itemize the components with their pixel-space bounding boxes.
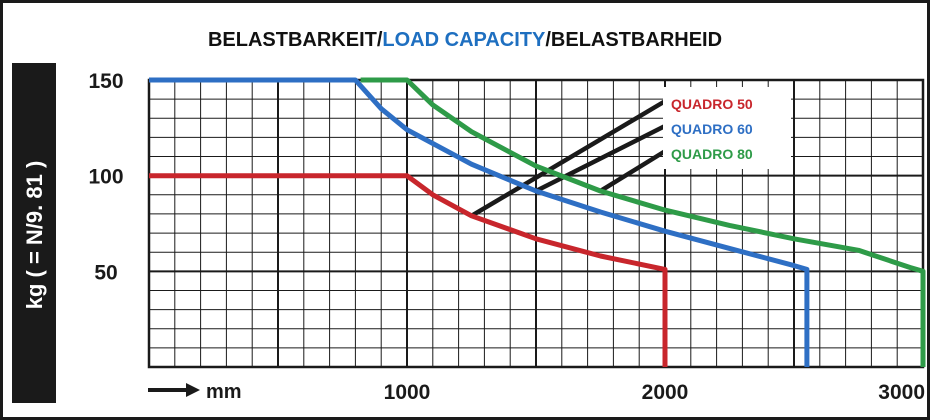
chart-title-part: /BELASTBARHEID — [545, 29, 722, 51]
legend: QUADRO 50 QUADRO 60 QUADRO 80 — [663, 87, 791, 169]
y-tick-label: 100 — [88, 166, 123, 189]
y-tick-label: 50 — [94, 261, 117, 284]
x-tick-label: 1000 — [384, 381, 431, 404]
x-axis-unit: mm — [148, 381, 242, 403]
legend-entry: QUADRO 50 — [671, 96, 753, 112]
y-axis-label-background — [12, 63, 56, 403]
x-axis-arrow-icon — [186, 383, 200, 397]
y-axis-label: kg ( = N/9. 81 ) — [22, 161, 47, 310]
series-line — [149, 77, 810, 367]
series-line — [149, 173, 668, 367]
x-tick-label: 3000 — [878, 381, 925, 404]
series-line — [360, 77, 926, 367]
x-tick-label: 2000 — [642, 381, 689, 404]
legend-box — [663, 87, 791, 169]
legend-entry: QUADRO 80 — [671, 146, 753, 162]
series-lines — [149, 77, 926, 367]
plot-area-border — [147, 78, 925, 369]
legend-leader-lines — [470, 98, 669, 218]
load-capacity-chart: QUADRO 50 QUADRO 60 QUADRO 80 50 100 150 1000… — [12, 29, 926, 404]
axis-tick-labels: 50 100 150 1000 2000 3000 — [88, 70, 925, 404]
legend-leader-line — [470, 98, 669, 218]
y-tick-label: 150 — [88, 70, 123, 93]
chart-title-part: BELASTBARKEIT/ — [208, 29, 383, 51]
legend-entry: QUADRO 60 — [671, 121, 753, 137]
y-axis-label-box: kg ( = N/9. 81 ) — [12, 63, 56, 403]
legend-leader-line — [534, 122, 669, 193]
chart-title-part: LOAD CAPACITY — [382, 29, 546, 51]
legend-leader-line — [599, 148, 669, 193]
chart-title: BELASTBARKEIT/LOAD CAPACITY/BELASTBARHEI… — [208, 29, 722, 51]
x-axis-label: mm — [206, 381, 242, 403]
